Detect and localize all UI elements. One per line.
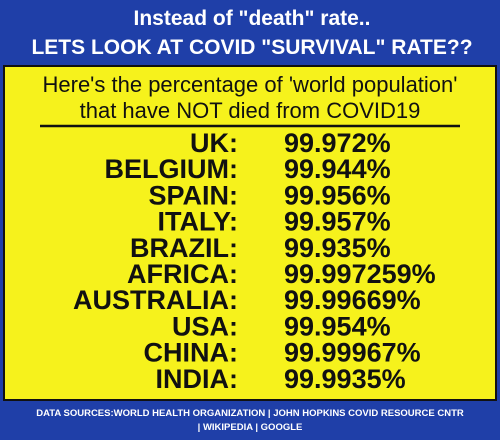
subtitle-line: Here's the percentage of 'world populati… [43, 72, 458, 97]
survival-rate: 99.99967% [284, 338, 421, 368]
survival-rate: 99.954% [284, 311, 391, 341]
country: AUSTRALIA: [73, 285, 238, 315]
country: USA: [172, 311, 238, 341]
country: CHINA: [144, 338, 239, 368]
survival-rate: 99.997259% [284, 259, 436, 289]
subtitle-line: that have NOT died from COVID19 [80, 98, 421, 123]
survival-rate: 99.9935% [284, 364, 406, 394]
header-line: Instead of "death" rate.. [134, 7, 371, 30]
survival-rate: 99.99669% [284, 285, 421, 315]
survival-rate: 99.957% [284, 207, 391, 237]
survival-rate: 99.972% [284, 128, 391, 158]
country: SPAIN: [148, 180, 238, 210]
country: BRAZIL: [130, 233, 238, 263]
country: ITALY: [158, 207, 239, 237]
footer-line: DATA SOURCES:WORLD HEALTH ORGANIZATION |… [36, 408, 464, 419]
country: INDIA: [156, 364, 239, 394]
country: BELGIUM: [105, 154, 238, 184]
country: AFRICA: [127, 259, 238, 289]
header-line: LETS LOOK AT COVID "SURVIVAL" RATE?? [31, 36, 472, 59]
yellow-panel [3, 65, 497, 401]
survival-rate: 99.944% [284, 154, 391, 184]
footer-line: | WIKIPEDIA | GOOGLE [198, 422, 303, 433]
country: UK: [190, 128, 238, 158]
survival-rate: 99.935% [284, 233, 391, 263]
survival-rate: 99.956% [284, 180, 391, 210]
